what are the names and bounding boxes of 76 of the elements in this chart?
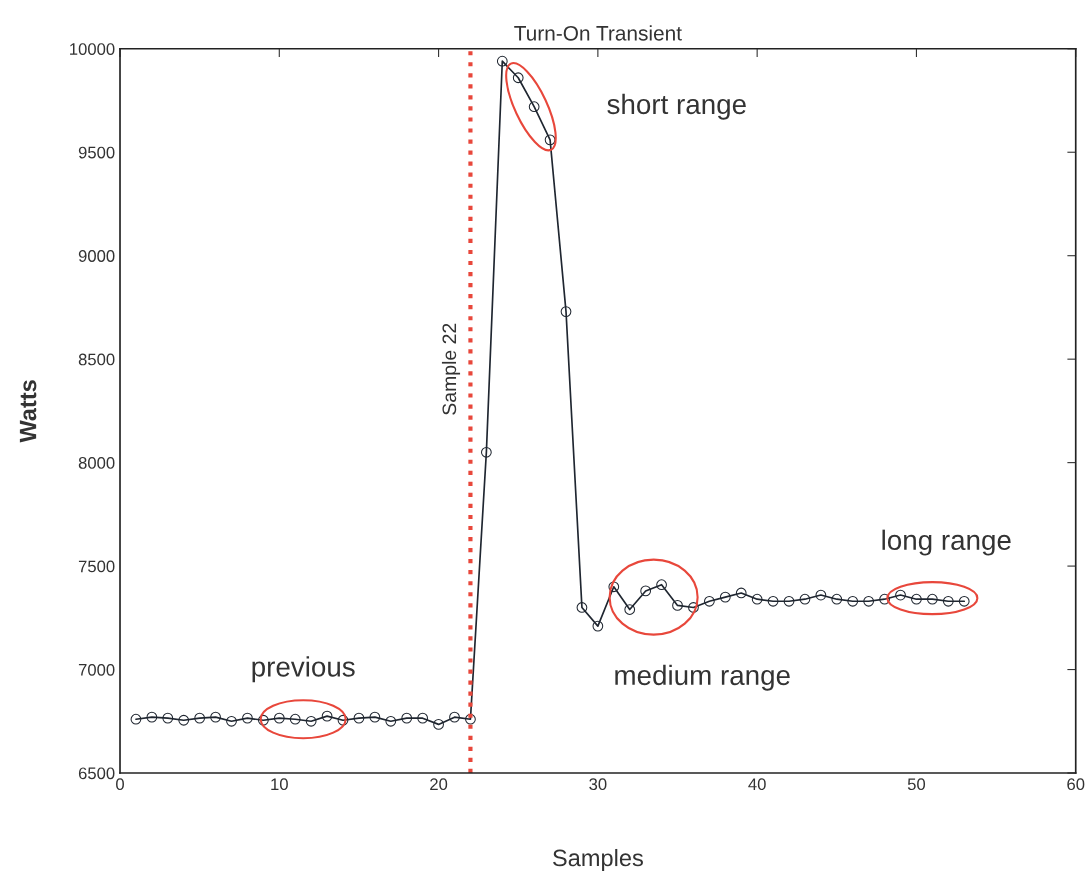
- point: [146, 711, 158, 723]
- point: [926, 593, 938, 605]
- point: [369, 711, 381, 723]
- point: [863, 595, 875, 607]
- x-tick-label: 20: [430, 778, 448, 791]
- y-tick-label: 9500: [78, 146, 115, 159]
- point: [703, 595, 715, 607]
- point: [210, 711, 221, 723]
- y-tick-label: 7500: [78, 560, 115, 573]
- point: [592, 620, 604, 632]
- point: [496, 55, 508, 67]
- point: [576, 602, 588, 613]
- point: [815, 589, 827, 601]
- point: [385, 715, 397, 727]
- point: [194, 712, 206, 724]
- point: [544, 134, 556, 146]
- point: [178, 714, 190, 726]
- point: [767, 595, 779, 607]
- x-tick-label: 40: [748, 778, 766, 791]
- point: [433, 719, 444, 730]
- point: [257, 714, 269, 726]
- point: [735, 587, 747, 599]
- point: [242, 712, 253, 724]
- point: [847, 595, 859, 607]
- y-tick-label: 6500: [78, 767, 115, 780]
- ref-line-label: Sample 22: [441, 323, 461, 415]
- y-axis-title: Watts: [19, 380, 37, 443]
- y-tick-label: 10000: [70, 43, 115, 55]
- point: [273, 712, 285, 724]
- point: [560, 306, 572, 317]
- point: [958, 595, 970, 607]
- point: [719, 591, 731, 603]
- point: [688, 602, 699, 613]
- point: [417, 712, 429, 724]
- point: [783, 595, 795, 607]
- point: [672, 600, 683, 611]
- point: [305, 715, 317, 727]
- x-tick-label: 60: [1067, 778, 1085, 791]
- point: [911, 593, 922, 605]
- annotation: previous: [252, 656, 355, 683]
- point: [465, 713, 476, 725]
- point: [321, 710, 333, 722]
- x-tick-label: 30: [589, 778, 607, 791]
- point: [226, 715, 237, 727]
- point: [942, 595, 954, 607]
- point: [879, 593, 890, 605]
- y-tick-label: 7000: [78, 663, 115, 676]
- point: [512, 72, 524, 84]
- x-tick-label: 50: [907, 778, 926, 791]
- point: [480, 446, 492, 458]
- point: [401, 712, 413, 724]
- x-axis-title: Samples: [553, 848, 643, 871]
- point: [162, 712, 174, 724]
- point: [289, 713, 301, 725]
- y-tick-label: 8500: [78, 353, 115, 366]
- point: [751, 593, 763, 605]
- point: [895, 589, 906, 601]
- point: [130, 713, 142, 725]
- point: [624, 604, 636, 615]
- chart-title: Turn-On Transient: [514, 25, 682, 41]
- annotation: long range: [882, 529, 1011, 556]
- point: [449, 711, 460, 723]
- point: [831, 593, 843, 605]
- point: [656, 579, 667, 591]
- point: [640, 585, 652, 597]
- point: [353, 712, 365, 724]
- point: [608, 581, 620, 593]
- annotation: short range: [607, 93, 746, 120]
- y-tick-label: 9000: [78, 250, 115, 262]
- point: [528, 101, 540, 113]
- x-tick-label: 0: [116, 778, 124, 791]
- point: [799, 593, 811, 605]
- point: [337, 714, 349, 726]
- y-tick-label: 8000: [78, 457, 115, 469]
- annotation: medium range: [615, 664, 790, 691]
- x-tick-label: 10: [271, 778, 288, 791]
